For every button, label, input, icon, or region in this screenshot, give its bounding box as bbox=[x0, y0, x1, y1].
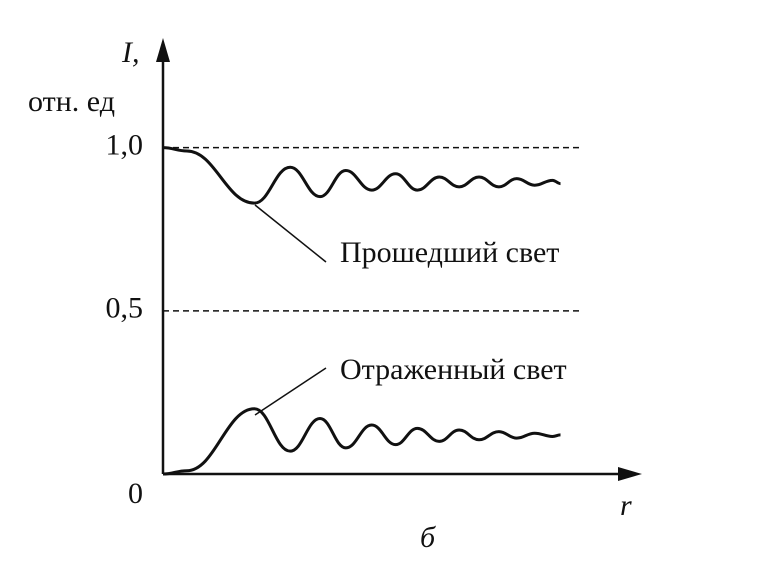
annotation: Прошедший свет bbox=[340, 236, 559, 269]
y-axis-label: I, bbox=[121, 36, 140, 69]
x-axis-label: r bbox=[620, 489, 632, 522]
caption: б bbox=[420, 521, 436, 554]
leader-line bbox=[254, 204, 327, 263]
y-tick-label: 0 bbox=[128, 477, 143, 510]
y-tick-label: 0,5 bbox=[106, 292, 144, 325]
y-tick-label: 1,0 bbox=[106, 129, 144, 162]
x-axis-arrow bbox=[618, 467, 642, 481]
y-axis-arrow bbox=[156, 38, 170, 62]
y-axis-unit: отн. ед bbox=[28, 85, 115, 118]
annotation: Отраженный свет bbox=[340, 353, 567, 386]
line bbox=[162, 146, 561, 205]
line bbox=[162, 407, 561, 476]
leader-line bbox=[254, 367, 327, 416]
